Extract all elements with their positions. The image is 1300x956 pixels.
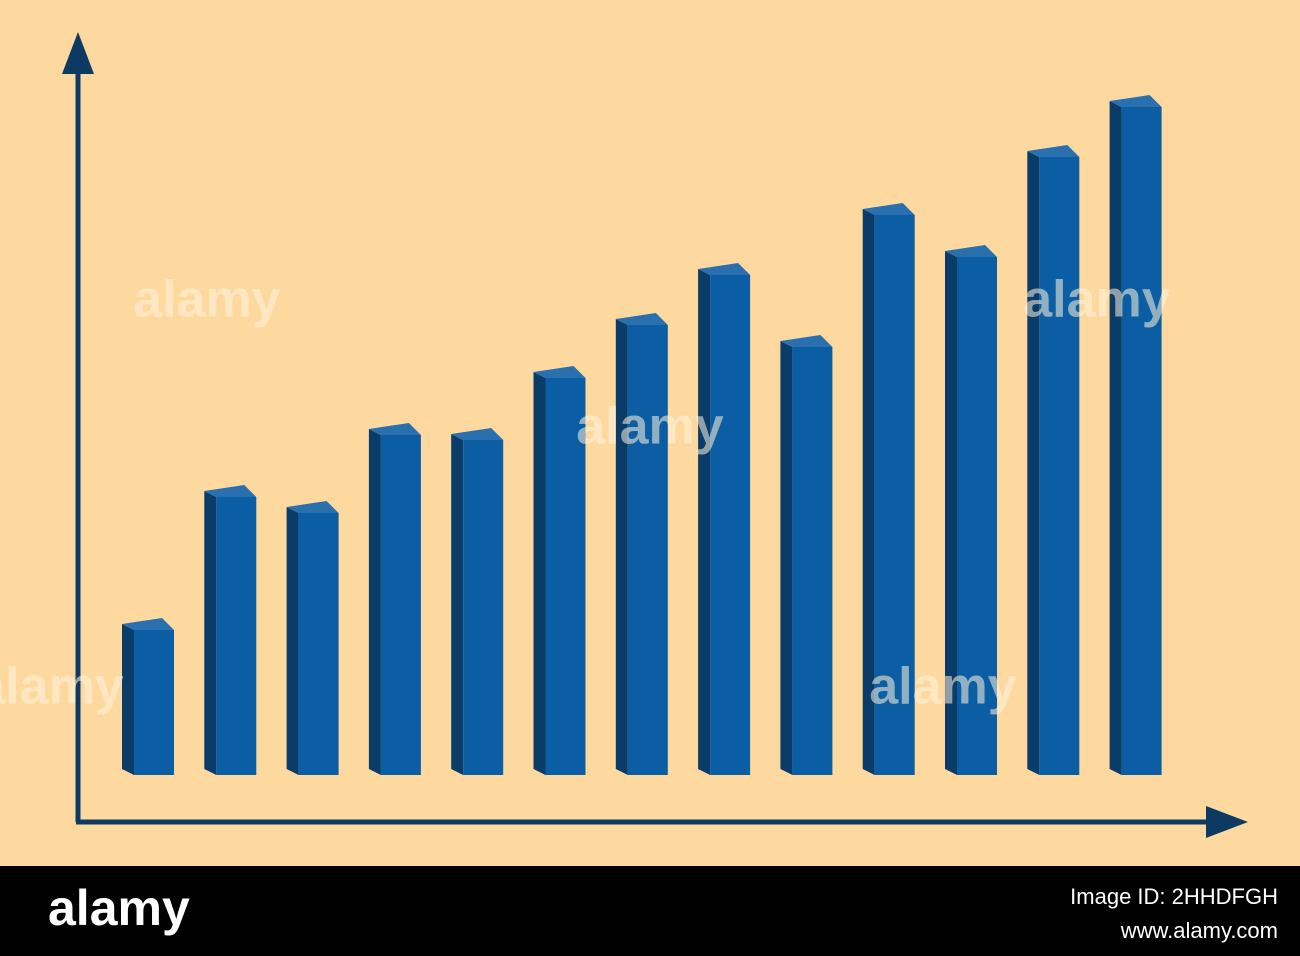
bar-side [1027,151,1040,775]
y-axis-arrow [62,32,94,74]
bar-side [862,209,875,775]
bar [1121,107,1162,775]
bar-side [780,341,793,775]
bar-side [451,434,464,775]
bar [545,378,586,775]
bar-top [286,501,339,513]
bar-side [698,269,711,775]
bar-side [204,491,217,775]
bar [792,347,833,775]
bar [627,325,668,775]
footer-brand: alamy [48,880,190,936]
footer-image-id: Image ID: 2HHDFGH [1070,884,1278,909]
bar-side [1109,101,1122,775]
bar-side [368,429,381,775]
bar [463,440,504,775]
watermark: alamy [0,658,124,716]
bar-top [122,618,174,630]
bar-side [615,319,628,775]
bar [710,275,751,775]
bar-top [615,313,668,325]
bar-side [286,507,299,775]
bar-top [1027,145,1080,157]
watermark: alamy [133,271,281,329]
bar-top [1109,95,1162,107]
bar [380,435,421,775]
bar-side [122,624,134,775]
bar-top [368,423,421,435]
bar-top [862,203,915,215]
bar-top [533,366,586,378]
bar-top [451,428,504,440]
watermark: alamy [869,658,1017,716]
bar [957,257,997,775]
watermark: alamy [576,398,724,456]
bar [1039,157,1080,775]
bars [122,95,1162,775]
bar-side [533,372,546,775]
bar-top [945,245,997,257]
watermark: alamy [1023,271,1171,329]
bar [134,630,174,775]
bar-side [945,251,957,775]
bar [298,513,339,775]
bar [874,215,915,775]
bar [216,497,257,775]
x-axis-arrow [1206,806,1248,838]
footer-url: www.alamy.com [1120,918,1278,943]
footer-bar [0,866,1300,956]
bar-top [204,485,257,497]
bar-top [780,335,833,347]
bar-top [698,263,751,275]
